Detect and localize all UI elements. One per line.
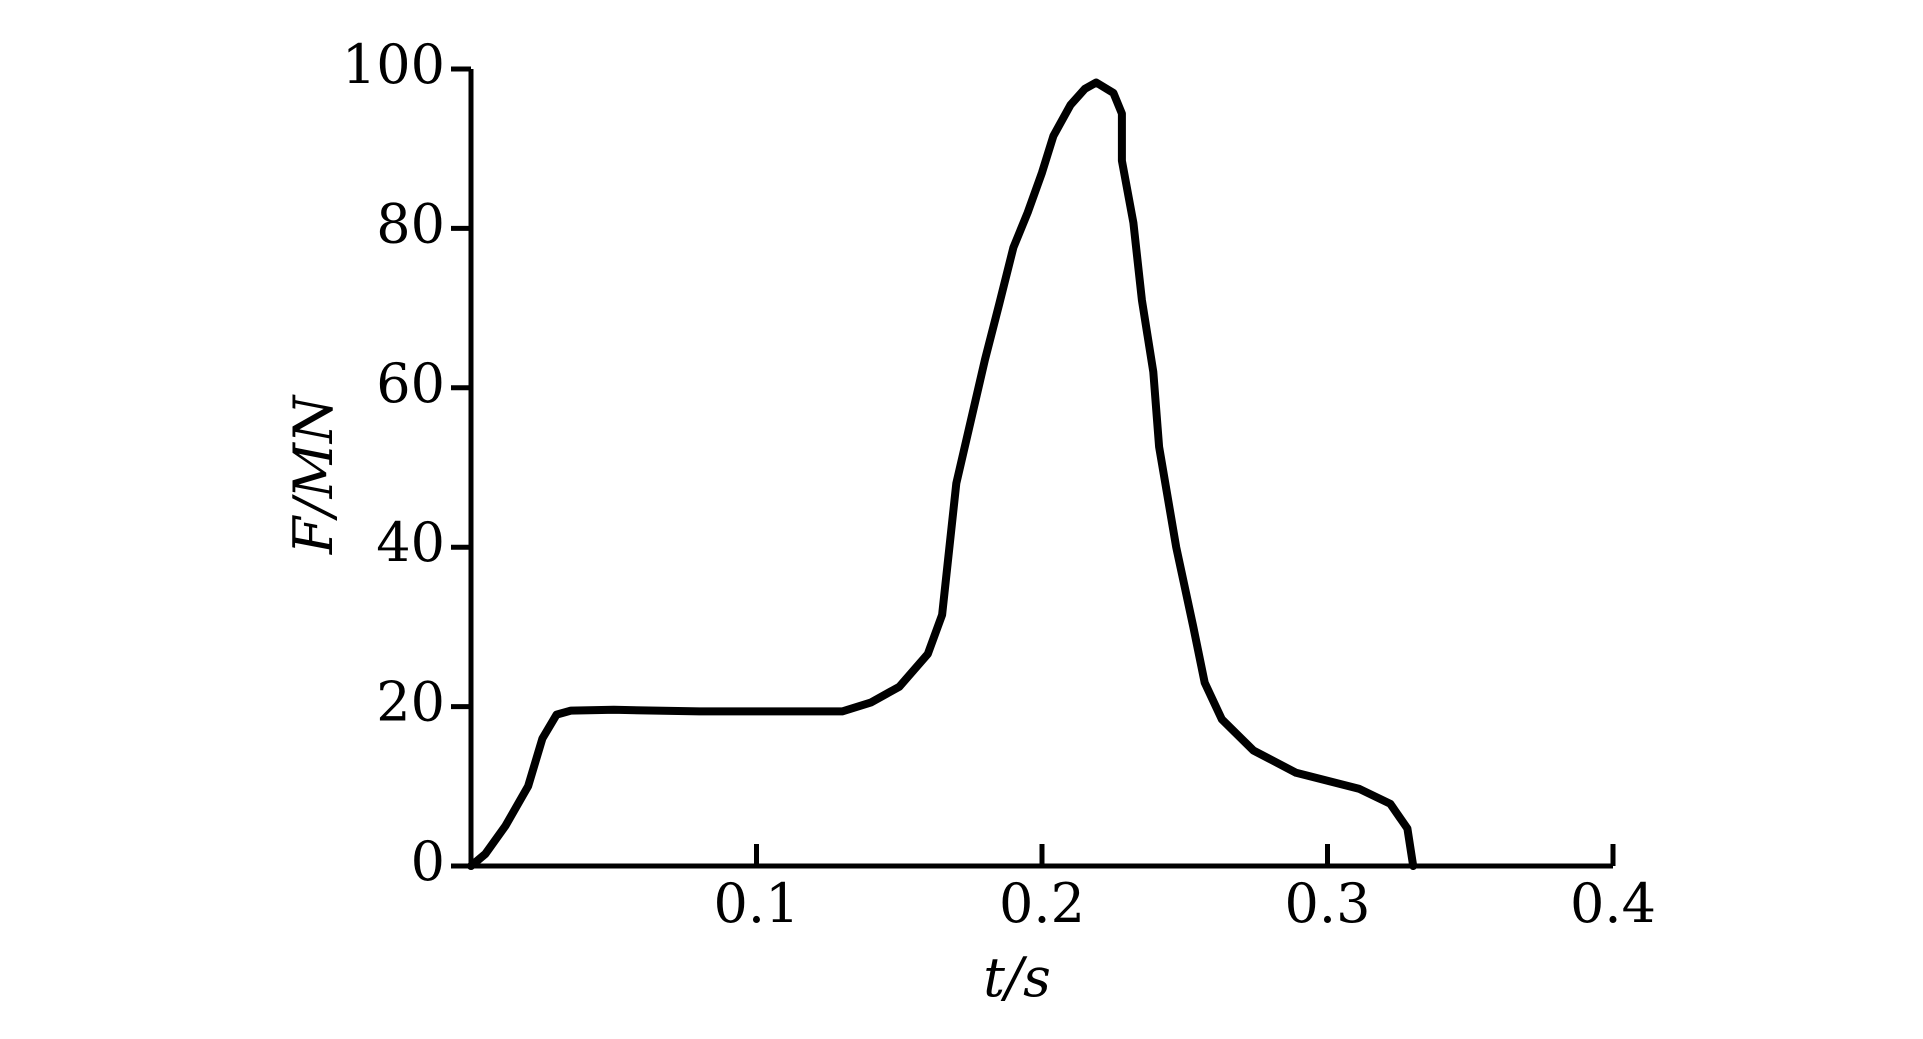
x-tick-label: 0.3 xyxy=(1285,872,1371,935)
y-tick-label: 60 xyxy=(376,352,445,415)
y-tick-label: 0 xyxy=(411,830,445,893)
x-tick-label: 0.4 xyxy=(1570,872,1656,935)
x-axis-label: t/s xyxy=(983,946,1051,1009)
data-line xyxy=(467,78,1418,870)
y-tick-label: 80 xyxy=(376,192,445,255)
x-tick-label: 0.2 xyxy=(999,872,1085,935)
y-axis-label: F/MN xyxy=(282,394,345,555)
y-tick-label: 40 xyxy=(376,511,445,574)
y-tick-label: 20 xyxy=(376,671,445,734)
x-tick-label: 0.1 xyxy=(714,872,800,935)
y-tick-label: 100 xyxy=(342,33,445,96)
